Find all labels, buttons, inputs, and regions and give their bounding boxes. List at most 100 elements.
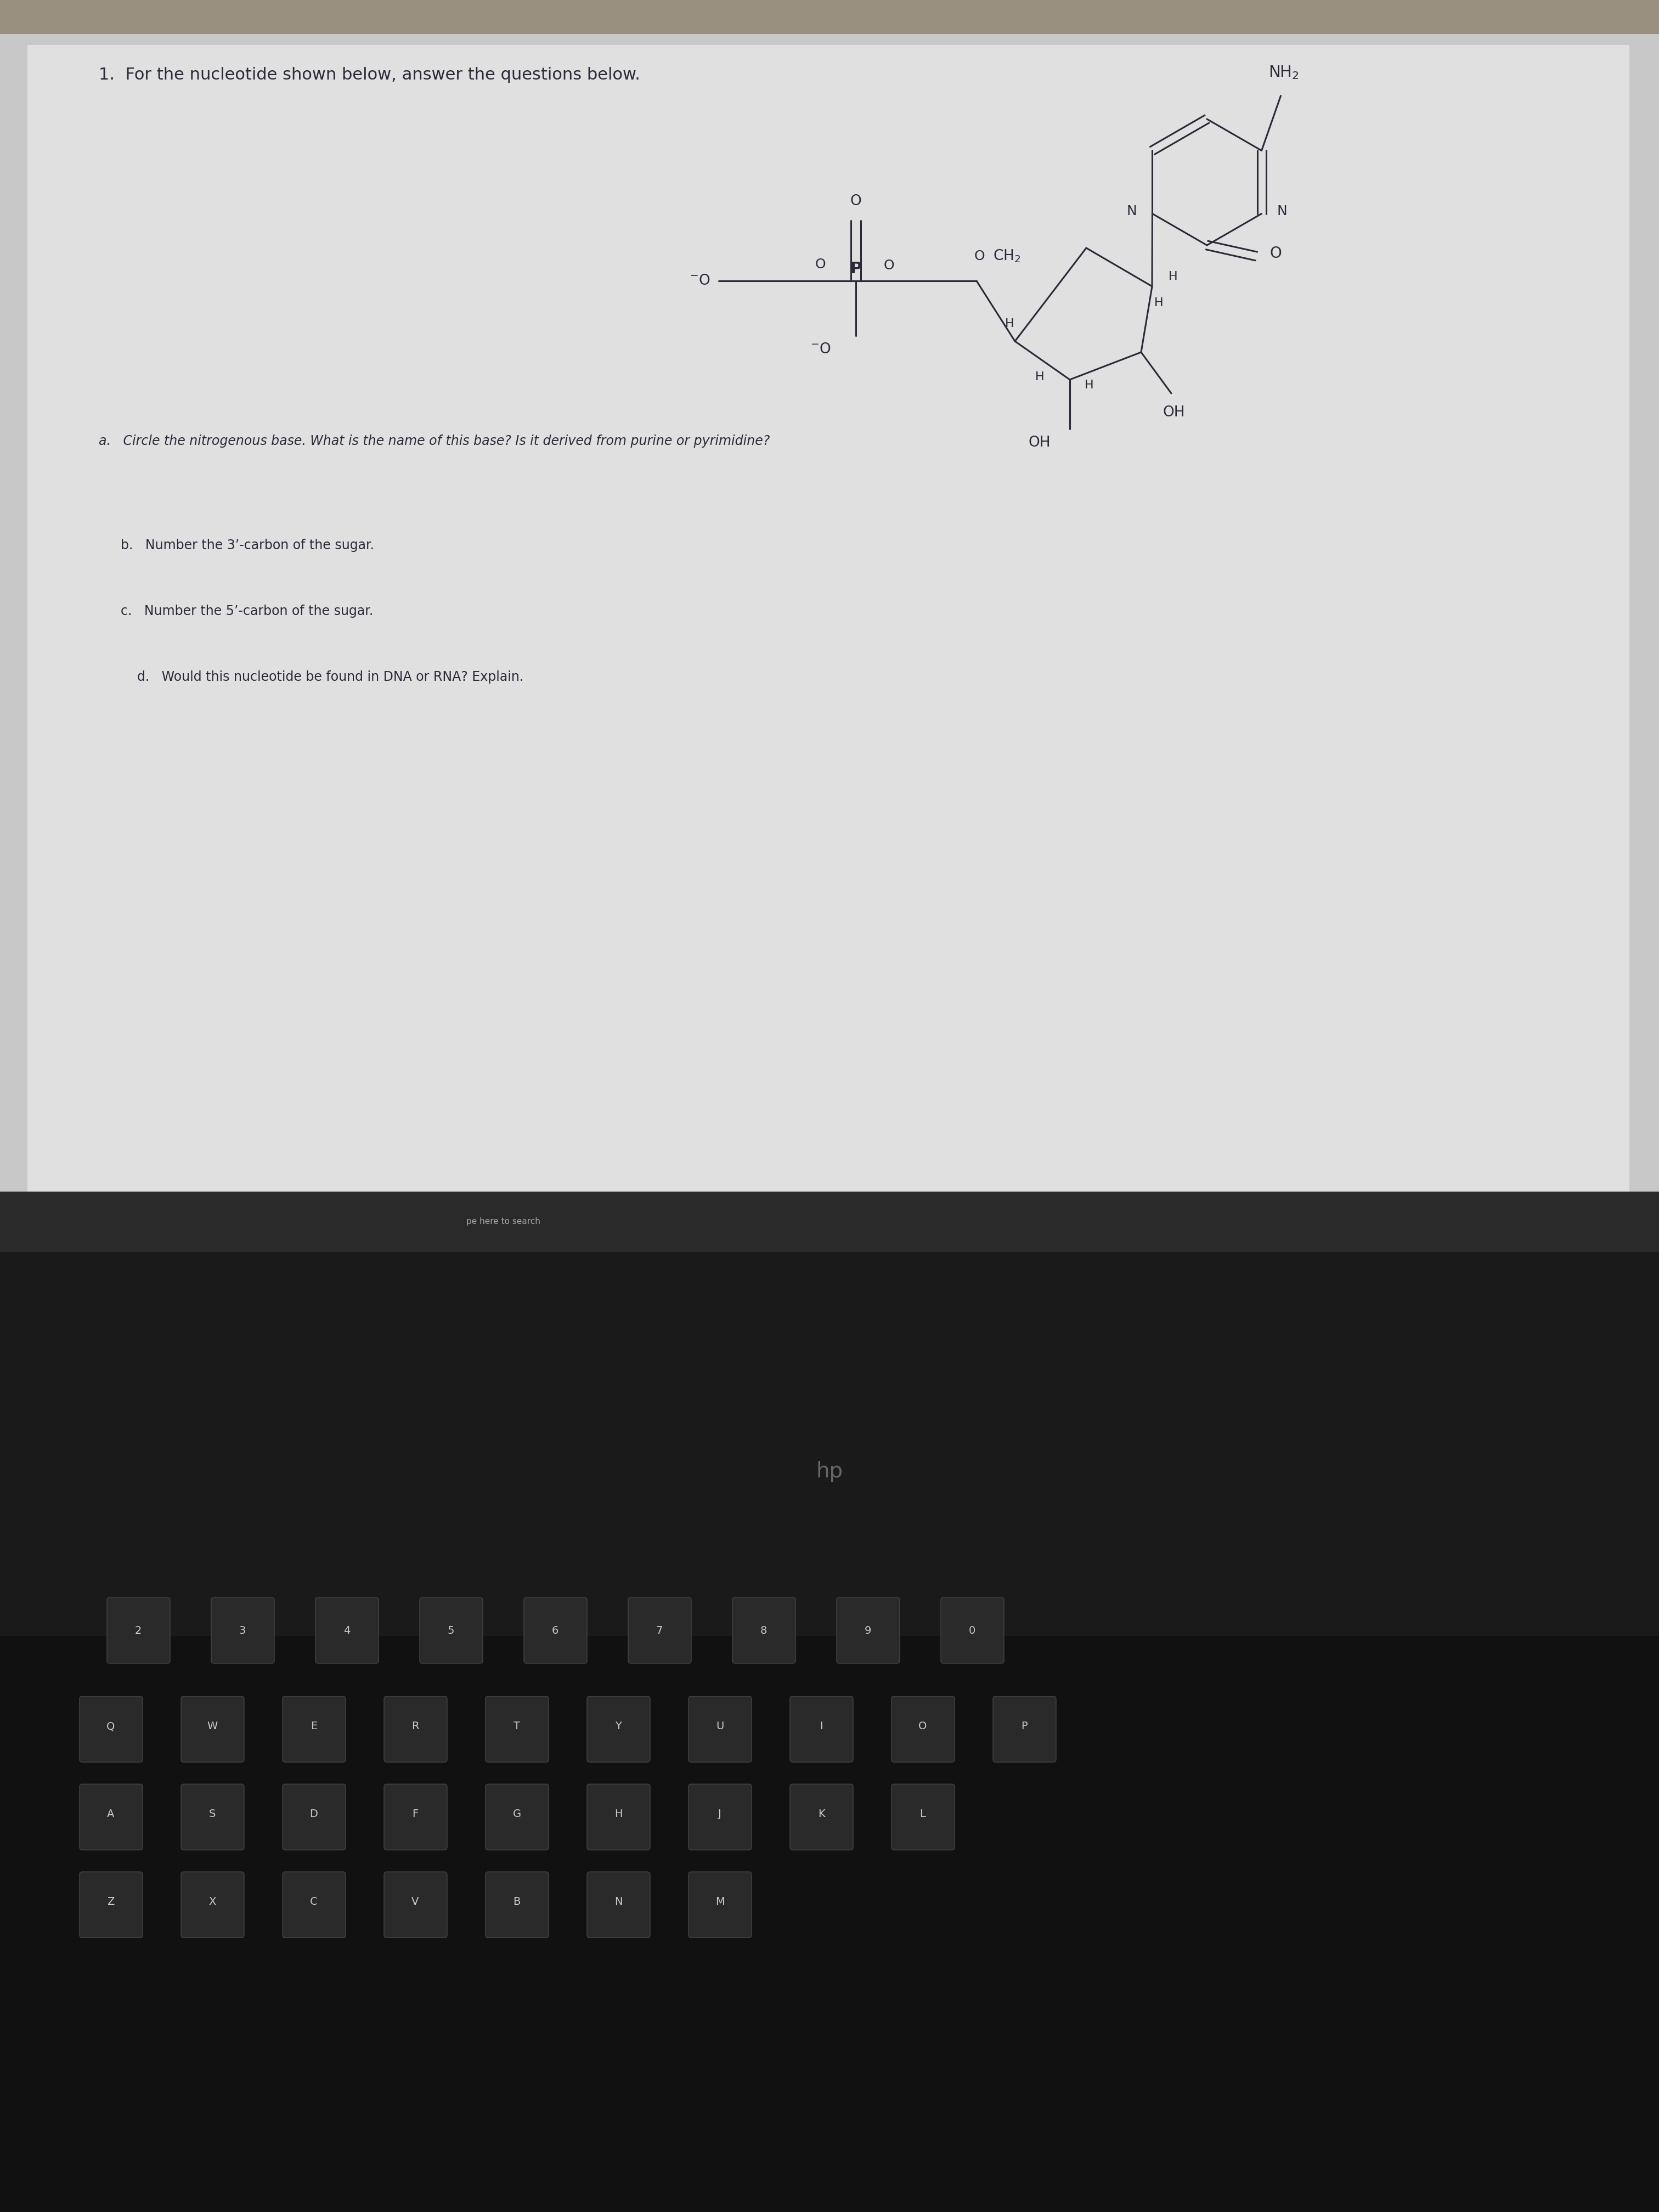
Text: U: U <box>715 1721 723 1732</box>
FancyBboxPatch shape <box>282 1785 345 1849</box>
Text: 1.  For the nucleotide shown below, answer the questions below.: 1. For the nucleotide shown below, answe… <box>100 66 640 82</box>
Text: 9: 9 <box>864 1626 871 1635</box>
Bar <box>0 1252 1659 1637</box>
Text: X: X <box>209 1898 216 1907</box>
Text: H: H <box>1168 272 1178 281</box>
Text: E: E <box>310 1721 317 1732</box>
Text: O: O <box>1269 246 1281 261</box>
Text: L: L <box>919 1809 926 1820</box>
Text: 6: 6 <box>552 1626 559 1635</box>
Text: N: N <box>614 1898 622 1907</box>
Text: I: I <box>820 1721 823 1732</box>
Text: 2: 2 <box>134 1626 141 1635</box>
Text: S: S <box>209 1809 216 1820</box>
FancyBboxPatch shape <box>688 1871 752 1938</box>
Text: H: H <box>1085 380 1093 392</box>
FancyBboxPatch shape <box>587 1697 650 1763</box>
Text: d.   Would this nucleotide be found in DNA or RNA? Explain.: d. Would this nucleotide be found in DNA… <box>138 670 524 684</box>
FancyBboxPatch shape <box>688 1697 752 1763</box>
Text: O: O <box>974 250 985 263</box>
FancyBboxPatch shape <box>486 1871 549 1938</box>
Text: N: N <box>1277 204 1287 217</box>
FancyBboxPatch shape <box>732 1597 795 1663</box>
FancyBboxPatch shape <box>80 1697 143 1763</box>
Text: N: N <box>1126 204 1136 217</box>
Bar <box>0 1192 1659 1252</box>
Text: CH$_2$: CH$_2$ <box>992 248 1020 263</box>
Text: 7: 7 <box>655 1626 664 1635</box>
FancyBboxPatch shape <box>486 1785 549 1849</box>
Text: W: W <box>207 1721 217 1732</box>
FancyBboxPatch shape <box>587 1871 650 1938</box>
Text: $^{-}$O: $^{-}$O <box>811 343 831 356</box>
Bar <box>0 1637 1659 2212</box>
Text: M: M <box>715 1898 725 1907</box>
FancyBboxPatch shape <box>994 1697 1057 1763</box>
Bar <box>28 44 1629 1197</box>
Text: B: B <box>513 1898 521 1907</box>
FancyBboxPatch shape <box>80 1785 143 1849</box>
Text: H: H <box>1005 319 1014 330</box>
Text: H: H <box>614 1809 622 1820</box>
Text: 4: 4 <box>343 1626 350 1635</box>
Text: P: P <box>849 261 861 276</box>
FancyBboxPatch shape <box>383 1697 448 1763</box>
Text: H: H <box>1155 296 1163 307</box>
Text: Z: Z <box>108 1898 114 1907</box>
FancyBboxPatch shape <box>420 1597 483 1663</box>
Text: C: C <box>310 1898 317 1907</box>
Text: F: F <box>411 1809 418 1820</box>
FancyBboxPatch shape <box>383 1871 448 1938</box>
FancyBboxPatch shape <box>790 1697 853 1763</box>
Text: hp: hp <box>816 1460 843 1482</box>
FancyBboxPatch shape <box>790 1785 853 1849</box>
Text: R: R <box>411 1721 420 1732</box>
FancyBboxPatch shape <box>315 1597 378 1663</box>
Text: 3: 3 <box>239 1626 246 1635</box>
Text: O: O <box>849 195 861 208</box>
Bar <box>0 0 1659 33</box>
FancyBboxPatch shape <box>836 1597 899 1663</box>
Text: G: G <box>513 1809 521 1820</box>
Text: 8: 8 <box>760 1626 766 1635</box>
FancyBboxPatch shape <box>524 1597 587 1663</box>
Text: P: P <box>1020 1721 1027 1732</box>
FancyBboxPatch shape <box>891 1697 954 1763</box>
FancyBboxPatch shape <box>383 1785 448 1849</box>
Text: T: T <box>514 1721 519 1732</box>
Text: c.   Number the 5’-carbon of the sugar.: c. Number the 5’-carbon of the sugar. <box>121 604 373 617</box>
Text: O: O <box>883 259 894 272</box>
Text: J: J <box>718 1809 722 1820</box>
FancyBboxPatch shape <box>282 1871 345 1938</box>
Text: OH: OH <box>1029 436 1050 449</box>
FancyBboxPatch shape <box>181 1697 244 1763</box>
FancyBboxPatch shape <box>688 1785 752 1849</box>
FancyBboxPatch shape <box>80 1871 143 1938</box>
Text: O: O <box>919 1721 927 1732</box>
Text: pe here to search: pe here to search <box>466 1217 541 1225</box>
Text: D: D <box>310 1809 319 1820</box>
FancyBboxPatch shape <box>891 1785 954 1849</box>
FancyBboxPatch shape <box>211 1597 274 1663</box>
Text: $^{-}$O: $^{-}$O <box>690 274 710 288</box>
FancyBboxPatch shape <box>106 1597 171 1663</box>
FancyBboxPatch shape <box>282 1697 345 1763</box>
Text: Q: Q <box>106 1721 114 1732</box>
Text: a.   Circle the nitrogenous base. What is the name of this base? Is it derived f: a. Circle the nitrogenous base. What is … <box>100 434 770 447</box>
Text: V: V <box>411 1898 420 1907</box>
Text: 0: 0 <box>969 1626 975 1635</box>
FancyBboxPatch shape <box>486 1697 549 1763</box>
Text: 5: 5 <box>448 1626 455 1635</box>
Text: K: K <box>818 1809 825 1820</box>
FancyBboxPatch shape <box>941 1597 1004 1663</box>
Text: NH$_2$: NH$_2$ <box>1267 64 1299 82</box>
Text: O: O <box>815 259 826 272</box>
FancyBboxPatch shape <box>629 1597 692 1663</box>
Text: OH: OH <box>1163 405 1185 420</box>
Text: H: H <box>1035 372 1044 383</box>
Text: Y: Y <box>615 1721 622 1732</box>
Text: A: A <box>108 1809 114 1820</box>
FancyBboxPatch shape <box>181 1785 244 1849</box>
FancyBboxPatch shape <box>181 1871 244 1938</box>
Text: b.   Number the 3’-carbon of the sugar.: b. Number the 3’-carbon of the sugar. <box>121 540 375 553</box>
